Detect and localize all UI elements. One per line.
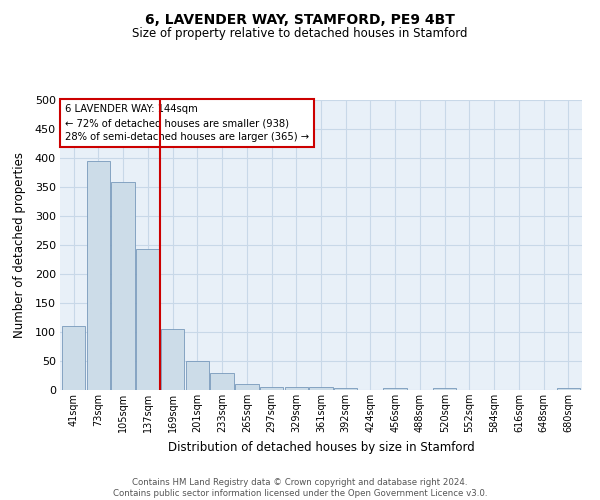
Bar	[86, 162, 110, 390]
X-axis label: Distribution of detached houses by size in Stamford: Distribution of detached houses by size …	[167, 440, 475, 454]
Text: Size of property relative to detached houses in Stamford: Size of property relative to detached ho…	[132, 28, 468, 40]
Y-axis label: Number of detached properties: Number of detached properties	[13, 152, 26, 338]
Bar	[309, 386, 333, 390]
Bar	[433, 388, 457, 390]
Bar	[112, 182, 135, 390]
Text: 6, LAVENDER WAY, STAMFORD, PE9 4BT: 6, LAVENDER WAY, STAMFORD, PE9 4BT	[145, 12, 455, 26]
Text: Contains HM Land Registry data © Crown copyright and database right 2024.
Contai: Contains HM Land Registry data © Crown c…	[113, 478, 487, 498]
Bar	[260, 387, 283, 390]
Bar	[284, 386, 308, 390]
Bar	[235, 384, 259, 390]
Bar	[383, 388, 407, 390]
Bar	[185, 361, 209, 390]
Bar	[62, 326, 85, 390]
Text: 6 LAVENDER WAY: 144sqm
← 72% of detached houses are smaller (938)
28% of semi-de: 6 LAVENDER WAY: 144sqm ← 72% of detached…	[65, 104, 310, 142]
Bar	[557, 388, 580, 390]
Bar	[210, 372, 234, 390]
Bar	[334, 388, 358, 390]
Bar	[161, 329, 184, 390]
Bar	[136, 249, 160, 390]
